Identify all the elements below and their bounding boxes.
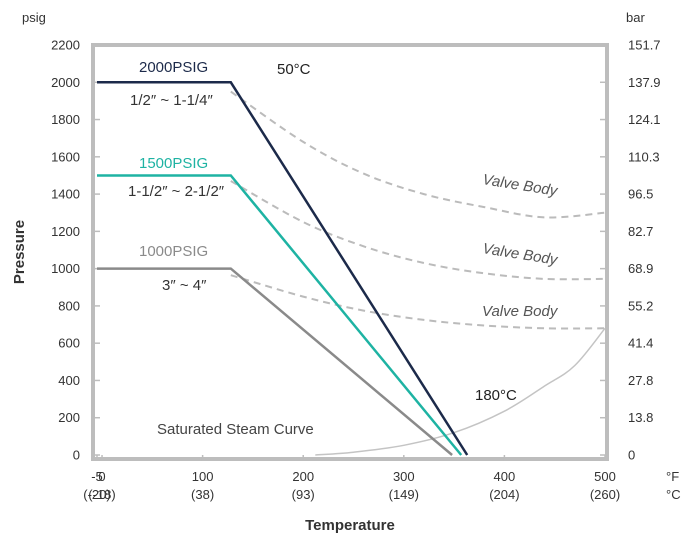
right-axis-unit: bar: [626, 10, 645, 25]
x-tick-label-f: 100: [192, 469, 214, 484]
y-tick-label-left: 1200: [51, 224, 80, 239]
rating-line-1500psig: [97, 174, 463, 456]
series-name-label: 1500PSIG: [139, 155, 208, 172]
rating-line-1000psig: [97, 267, 453, 456]
y-tick-label-right: 96.5: [628, 187, 653, 202]
y-tick-label-left: 1800: [51, 112, 80, 127]
steam-curve-label: Saturated Steam Curve: [157, 421, 314, 438]
y-tick-label-left: 800: [58, 298, 80, 313]
y-tick-label-left: 0: [73, 448, 80, 463]
label-layer: Saturated Steam Curve Valve Body Valve Bod…: [128, 59, 560, 438]
series-name-label: 1000PSIG: [139, 243, 208, 260]
y-tick-label-right: 110.3: [628, 149, 660, 164]
x-tick-label-c: (204): [489, 487, 519, 502]
valve-body-curve: [230, 274, 606, 330]
y-tick-label-left: 2200: [51, 38, 80, 53]
series-size-label: 1/2″ ~ 1-1/4″: [130, 92, 213, 109]
temperature-annotation: 50°C: [277, 61, 311, 78]
series-size-label: 3″ ~ 4″: [162, 277, 207, 294]
x-tick-label-c: (93): [292, 487, 315, 502]
x-tick-label-f: 400: [494, 469, 516, 484]
y-tick-label-right: 41.4: [628, 336, 653, 351]
x-unit-celsius: °C: [666, 487, 681, 502]
y-tick-label-right: 27.8: [628, 373, 653, 388]
rating-line-2000psig: [97, 81, 469, 456]
left-axis-unit: psig: [22, 10, 46, 25]
x-tick-label-c: (38): [191, 487, 214, 502]
valve-body-curve: [230, 90, 606, 219]
series-size-label: 1-1/2″ ~ 2-1/2″: [128, 183, 225, 200]
temperature-annotation: 180°C: [475, 387, 517, 404]
x-tick-label-c: (260): [590, 487, 620, 502]
tick-layer: 0200400600800100012001400160018002000220…: [51, 38, 660, 503]
y-tick-label-right: 124.1: [628, 112, 661, 127]
x-unit-fahrenheit: °F: [666, 469, 679, 484]
x-tick-label-c: (149): [389, 487, 419, 502]
y-tick-label-left: 400: [58, 373, 80, 388]
valve-body-label: Valve Body: [482, 303, 559, 320]
curve-layer: [97, 81, 606, 456]
y-tick-label-left: 1400: [51, 187, 80, 202]
y-tick-label-right: 82.7: [628, 224, 653, 239]
valve-body-label: Valve Body: [481, 240, 560, 269]
y-axis-title: Pressure: [11, 220, 28, 284]
y-tick-label-right: 0: [628, 448, 635, 463]
x-tick-label-f: 500: [594, 469, 616, 484]
y-tick-label-right: 151.7: [628, 38, 661, 53]
x-tick-label-f: -5: [91, 469, 103, 484]
y-tick-label-right: 13.8: [628, 410, 653, 425]
x-tick-label-c: (-20): [83, 487, 110, 502]
x-tick-label-f: 200: [292, 469, 314, 484]
x-tick-label-f: 0: [98, 469, 105, 484]
y-tick-label-left: 200: [58, 410, 80, 425]
x-tick-label-f: 300: [393, 469, 415, 484]
y-tick-label-left: 600: [58, 336, 80, 351]
valve-body-curve: [230, 180, 606, 281]
y-tick-label-left: 1600: [51, 149, 80, 164]
y-tick-label-left: 1000: [51, 261, 80, 276]
x-tick-label-c: (-18): [88, 487, 115, 502]
saturated-steam-curve: [315, 327, 606, 456]
y-tick-label-right: 55.2: [628, 298, 653, 313]
x-axis-title: Temperature: [305, 517, 395, 534]
y-tick-label-right: 137.9: [628, 75, 661, 90]
y-tick-label-left: 2000: [51, 75, 80, 90]
series-name-label: 2000PSIG: [139, 59, 208, 76]
valve-body-label: Valve Body: [481, 171, 560, 200]
y-tick-label-right: 68.9: [628, 261, 653, 276]
plot-frame: [91, 43, 609, 461]
